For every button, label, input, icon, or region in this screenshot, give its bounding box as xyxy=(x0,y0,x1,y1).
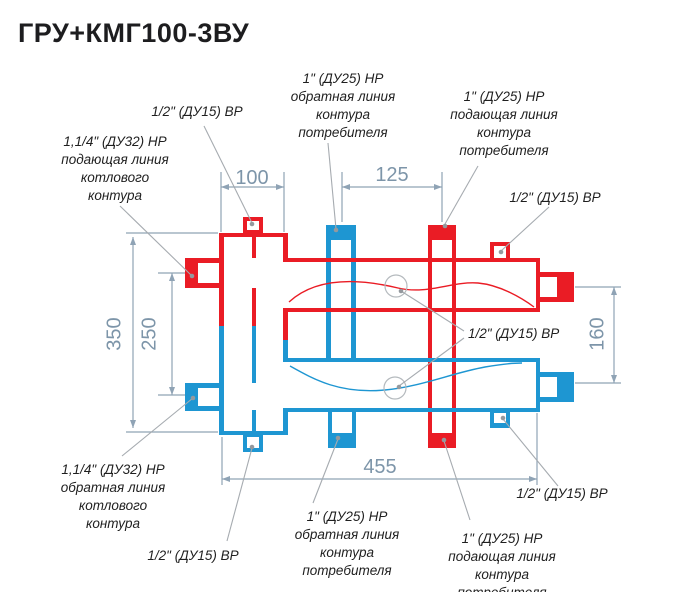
leader-dots xyxy=(189,221,506,450)
boiler-supply-port xyxy=(185,258,221,288)
label-consumer-return-bottom: 1" (ДУ25) НР обратная линия контура потр… xyxy=(294,509,400,578)
consumer-supply-riser xyxy=(428,240,456,433)
dim-body-width: 100 xyxy=(235,167,269,189)
label-bottom-left-valve: 1/2" (ДУ15) ВР xyxy=(147,548,239,563)
flow-waves xyxy=(288,280,535,392)
separator-body xyxy=(219,233,288,435)
dim-boiler-port-spacing: 250 xyxy=(138,317,161,351)
dim-body-height: 350 xyxy=(103,317,126,351)
label-consumer-supply-top: 1" (ДУ25) НР подающая линия контура потр… xyxy=(450,89,558,158)
return-pipe xyxy=(285,358,540,412)
drain-port-bottom xyxy=(243,435,263,452)
leader-lines xyxy=(119,125,559,542)
dimension-lines xyxy=(126,172,621,485)
consumer-supply-port-top xyxy=(428,225,456,240)
consumer-return-riser xyxy=(326,240,356,362)
label-boiler-supply: 1,1/4" (ДУ32) НР подающая линия котловог… xyxy=(61,134,169,203)
label-boiler-return: 1,1/4" (ДУ32) НР обратная линия котловог… xyxy=(60,462,166,531)
label-consumer-return-top: 1" (ДУ25) НР обратная линия контура потр… xyxy=(290,71,396,140)
supply-outlet-right xyxy=(540,272,574,302)
consumer-return-port-bottom xyxy=(328,412,356,448)
consumer-return-port-top xyxy=(326,225,356,240)
boiler-return-port xyxy=(185,383,221,411)
dim-total-length: 455 xyxy=(363,456,397,478)
label-top-right-valve: 1/2" (ДУ15) ВР xyxy=(509,190,601,205)
dim-riser-spacing: 125 xyxy=(375,164,409,186)
supply-pipe xyxy=(285,258,540,312)
return-outlet-right xyxy=(540,372,574,402)
page-title: ГРУ+КМГ100-3ВУ xyxy=(18,18,250,48)
label-consumer-supply-bottom: 1" (ДУ25) НР подающая линия контура потр… xyxy=(448,531,556,592)
label-bottom-right-valve: 1/2" (ДУ15) ВР xyxy=(516,486,608,501)
detail-circles xyxy=(383,274,408,400)
drain-square-bottom-right xyxy=(490,411,510,428)
label-top-left-valve: 1/2" (ДУ15) ВР xyxy=(151,104,243,119)
dim-outlet-spacing: 160 xyxy=(586,317,609,351)
label-middle-valve: 1/2" (ДУ15) ВР xyxy=(468,326,560,341)
